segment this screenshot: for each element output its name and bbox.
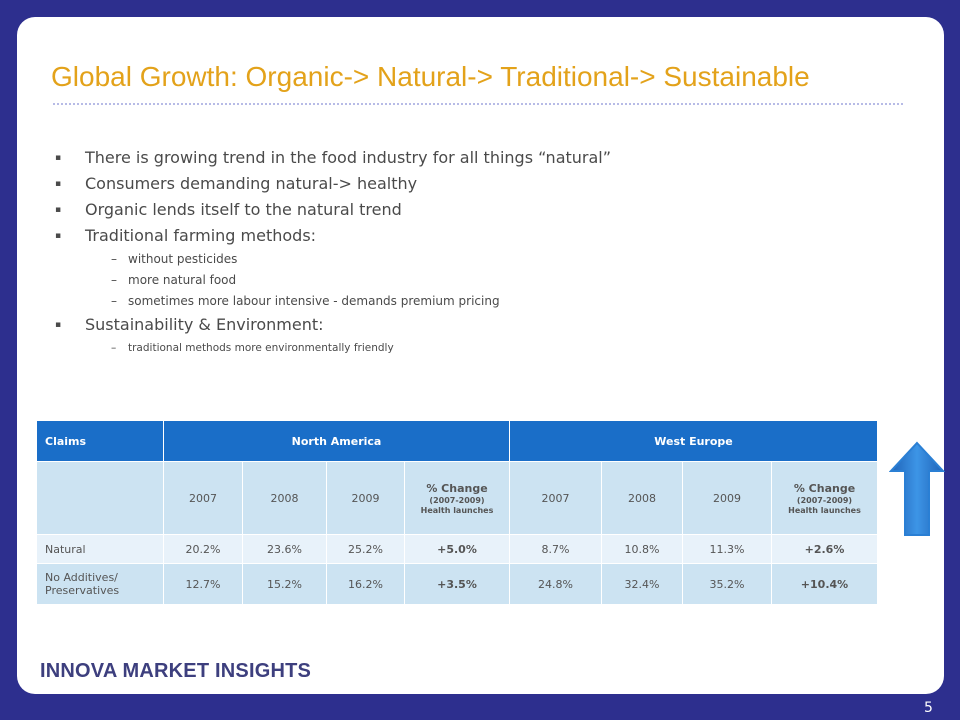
bullet-item: ▪ Consumers demanding natural-> healthy (53, 171, 903, 197)
bullet-text: Sustainability & Environment: (85, 315, 324, 334)
header-claims: Claims (36, 420, 164, 462)
bullet-item: ▪ Organic lends itself to the natural tre… (53, 197, 903, 223)
bullet-marker: ▪ (55, 205, 62, 215)
year-cell: 2009 (326, 461, 405, 535)
table-cell: 12.7% (163, 563, 243, 605)
sub-bullet-item: – more natural food (53, 270, 903, 291)
pct-note: Health launches (420, 505, 494, 515)
bullet-item: ▪ Sustainability & Environment: (53, 312, 903, 338)
sub-bullet-marker: – (111, 252, 117, 266)
table-cell: 24.8% (509, 563, 602, 605)
claims-table: Claims North America West Europe 2007 20… (36, 420, 878, 605)
sub-bullet-text: traditional methods more environmentally… (128, 342, 394, 354)
year-cell: 2009 (682, 461, 772, 535)
pct-change-label: % Change (426, 481, 488, 495)
bullet-text: Organic lends itself to the natural tren… (85, 200, 402, 219)
sub-bullet-item: – without pesticides (53, 249, 903, 270)
bullet-marker: ▪ (55, 231, 62, 241)
row-label: Natural (36, 534, 164, 564)
pct-change-header: % Change (2007-2009) Health launches (771, 461, 878, 535)
table-cell: 8.7% (509, 534, 602, 564)
year-cell: 2007 (163, 461, 243, 535)
table-header-row: Claims North America West Europe (36, 420, 878, 462)
sub-bullet-text: without pesticides (128, 252, 238, 266)
sub-bullet-text: sometimes more labour intensive - demand… (128, 294, 500, 308)
pct-note: Health launches (788, 505, 861, 515)
up-arrow-icon (889, 441, 945, 536)
year-cell: 2007 (509, 461, 602, 535)
header-west-europe: West Europe (509, 420, 878, 462)
bullet-marker: ▪ (55, 320, 62, 330)
bullet-marker: ▪ (55, 153, 62, 163)
table-cell (36, 461, 164, 535)
header-north-america: North America (163, 420, 510, 462)
table-cell: +3.5% (404, 563, 510, 605)
year-cell: 2008 (601, 461, 683, 535)
table-cell: 23.6% (242, 534, 327, 564)
table-cell: +2.6% (771, 534, 878, 564)
slide-title: Global Growth: Organic-> Natural-> Tradi… (51, 61, 810, 92)
pct-range: (2007-2009) (429, 495, 485, 505)
bullet-item: ▪ Traditional farming methods: (53, 223, 903, 249)
table-year-row: 2007 2008 2009 % Change (2007-2009) Health… (36, 461, 878, 535)
sub-bullet-item: – traditional methods more environmentall… (53, 338, 903, 359)
table-cell: 11.3% (682, 534, 772, 564)
pct-change-label: % Change (793, 481, 856, 495)
title-divider (53, 103, 903, 105)
sub-bullet-marker: – (111, 273, 117, 287)
bullet-text: Traditional farming methods: (85, 226, 317, 245)
table-cell: 20.2% (163, 534, 243, 564)
table-cell: 25.2% (326, 534, 405, 564)
sub-bullet-item: – sometimes more labour intensive - deman… (53, 291, 903, 312)
page-number: 5 (924, 700, 933, 716)
table-cell: 10.8% (601, 534, 683, 564)
table-cell: 32.4% (601, 563, 683, 605)
sub-bullet-marker: – (111, 294, 117, 308)
pct-range: (2007-2009) (796, 495, 853, 505)
bullet-item: ▪ There is growing trend in the food indu… (53, 145, 903, 171)
bullet-text: Consumers demanding natural-> healthy (85, 174, 418, 193)
pct-change-header: % Change (2007-2009) Health launches (404, 461, 510, 535)
bullet-text: There is growing trend in the food indus… (85, 148, 612, 167)
table-cell: 35.2% (682, 563, 772, 605)
year-cell: 2008 (242, 461, 327, 535)
sub-bullet-marker: – (111, 342, 117, 354)
table-cell: +10.4% (771, 563, 878, 605)
table-cell: 16.2% (326, 563, 405, 605)
table-row: Natural 20.2% 23.6% 25.2% +5.0% 8.7% 10.… (36, 534, 878, 564)
row-label: No Additives/ Preservatives (36, 563, 164, 605)
bullet-list: ▪ There is growing trend in the food indu… (53, 145, 903, 359)
bullet-marker: ▪ (55, 179, 62, 189)
table-cell: 15.2% (242, 563, 327, 605)
table-row: No Additives/ Preservatives 12.7% 15.2% … (36, 563, 878, 605)
innova-logo: INNOVA MARKET INSIGHTS (40, 660, 312, 682)
table-cell: +5.0% (404, 534, 510, 564)
sub-bullet-text: more natural food (128, 273, 237, 287)
